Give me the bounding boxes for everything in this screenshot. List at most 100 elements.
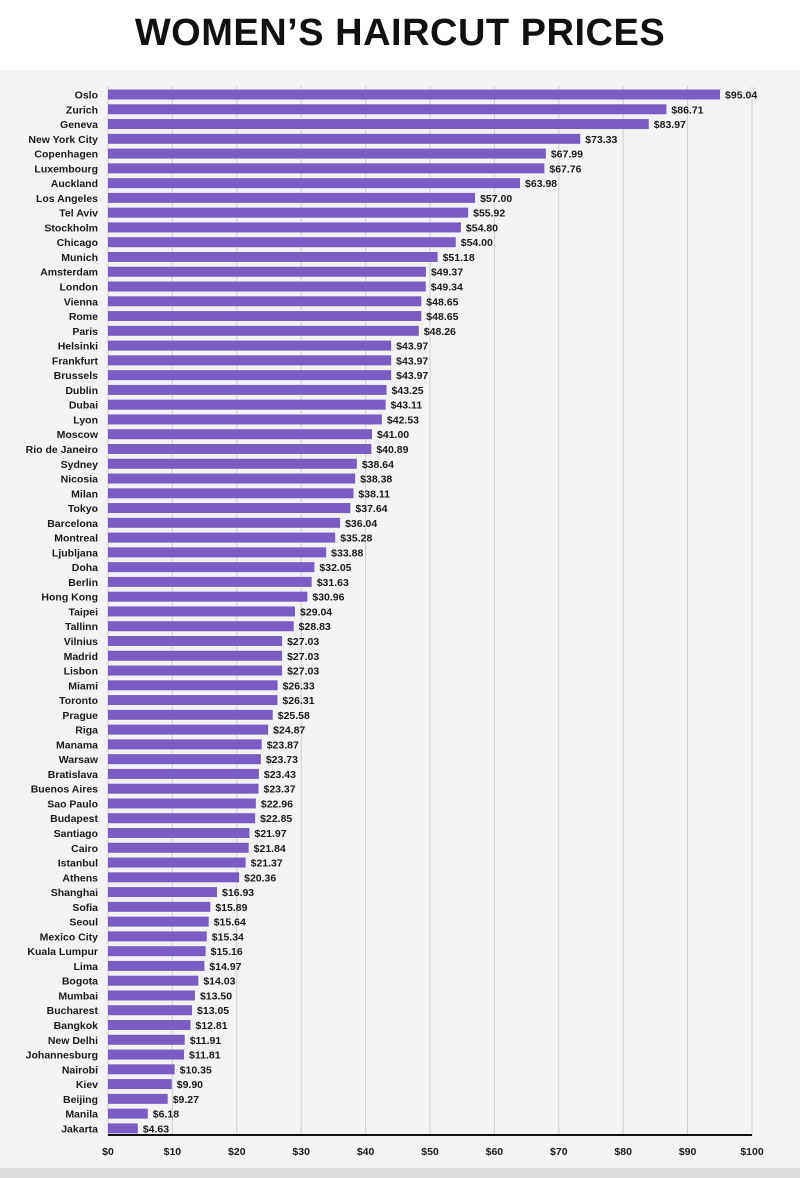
value-label: $13.05 bbox=[197, 1005, 229, 1017]
category-label: Shanghai bbox=[51, 887, 98, 899]
bar bbox=[108, 606, 296, 617]
category-label: Vilnius bbox=[64, 636, 98, 648]
bar bbox=[108, 709, 273, 720]
value-label: $40.89 bbox=[376, 444, 408, 456]
value-label: $36.04 bbox=[345, 518, 377, 530]
bar bbox=[108, 931, 207, 942]
category-label: Stockholm bbox=[44, 222, 98, 234]
bar bbox=[108, 370, 392, 381]
value-label: $83.97 bbox=[654, 119, 686, 131]
bar bbox=[108, 1020, 191, 1031]
value-label: $21.97 bbox=[254, 828, 286, 840]
value-label: $41.00 bbox=[377, 429, 409, 441]
category-label: Sofia bbox=[72, 902, 98, 914]
value-label: $21.84 bbox=[254, 843, 286, 855]
category-label: Mumbai bbox=[58, 990, 98, 1002]
bar bbox=[108, 163, 545, 174]
bar bbox=[108, 916, 209, 927]
x-tick-label: $20 bbox=[228, 1146, 246, 1158]
bar bbox=[108, 1093, 168, 1104]
x-tick-label: $90 bbox=[679, 1146, 697, 1158]
value-label: $38.11 bbox=[358, 488, 390, 500]
category-label: Luxembourg bbox=[34, 163, 98, 175]
value-label: $73.33 bbox=[585, 134, 617, 146]
bar bbox=[108, 857, 246, 868]
category-label: Copenhagen bbox=[34, 149, 98, 161]
category-label: Tokyo bbox=[68, 503, 98, 515]
bar bbox=[108, 1108, 148, 1119]
value-label: $22.85 bbox=[260, 813, 292, 825]
category-label: Frankfurt bbox=[52, 355, 99, 367]
value-label: $11.91 bbox=[190, 1035, 222, 1047]
value-label: $57.00 bbox=[480, 193, 512, 205]
category-label: Tallinn bbox=[65, 621, 98, 633]
bar bbox=[108, 473, 356, 484]
bar bbox=[108, 89, 721, 100]
bar bbox=[108, 281, 426, 292]
category-label: Lima bbox=[73, 961, 98, 973]
value-label: $16.93 bbox=[222, 887, 254, 899]
bar bbox=[108, 724, 269, 735]
category-label: Athens bbox=[62, 872, 98, 884]
bar bbox=[108, 355, 392, 366]
value-label: $43.11 bbox=[391, 400, 423, 412]
category-label: Seoul bbox=[69, 917, 98, 929]
bar bbox=[108, 842, 249, 853]
bar bbox=[108, 960, 205, 971]
bar bbox=[108, 635, 283, 646]
value-label: $35.28 bbox=[340, 533, 372, 545]
bar bbox=[108, 1079, 172, 1090]
value-label: $27.03 bbox=[287, 636, 319, 648]
category-label: Montreal bbox=[54, 533, 98, 545]
bar bbox=[108, 621, 294, 632]
bar bbox=[108, 384, 387, 395]
value-label: $4.63 bbox=[143, 1123, 169, 1135]
value-label: $15.34 bbox=[212, 931, 244, 943]
value-label: $28.83 bbox=[299, 621, 331, 633]
value-label: $15.89 bbox=[215, 902, 247, 914]
chart-title: WOMEN’S HAIRCUT PRICES bbox=[134, 12, 666, 54]
category-label: Cairo bbox=[71, 843, 98, 855]
value-label: $9.90 bbox=[177, 1079, 203, 1091]
bar bbox=[108, 1064, 175, 1075]
value-label: $48.65 bbox=[426, 296, 458, 308]
x-tick-label: $80 bbox=[614, 1146, 632, 1158]
category-label: Bangkok bbox=[54, 1020, 99, 1032]
x-tick-label: $70 bbox=[550, 1146, 568, 1158]
category-label: Rio de Janeiro bbox=[26, 444, 98, 456]
category-label: Johannesburg bbox=[26, 1050, 98, 1062]
value-label: $37.64 bbox=[355, 503, 387, 515]
bar bbox=[108, 946, 206, 957]
value-label: $67.99 bbox=[551, 149, 583, 161]
bar bbox=[108, 532, 336, 543]
bar bbox=[108, 754, 261, 765]
value-label: $11.81 bbox=[189, 1050, 221, 1062]
bar bbox=[108, 414, 382, 425]
category-label: Paris bbox=[72, 326, 98, 338]
value-label: $12.81 bbox=[195, 1020, 227, 1032]
bar bbox=[108, 222, 461, 233]
category-label: Manila bbox=[65, 1109, 98, 1121]
value-label: $23.37 bbox=[264, 784, 296, 796]
category-label: Bucharest bbox=[47, 1005, 99, 1017]
bar bbox=[108, 399, 386, 410]
category-label: Budapest bbox=[50, 813, 98, 825]
bar bbox=[108, 251, 438, 262]
value-label: $86.71 bbox=[671, 104, 703, 116]
value-label: $26.31 bbox=[282, 695, 314, 707]
value-label: $49.34 bbox=[431, 282, 463, 294]
value-label: $24.87 bbox=[273, 725, 305, 737]
category-label: Taipei bbox=[68, 606, 98, 618]
value-label: $13.50 bbox=[200, 990, 232, 1002]
category-label: Dubai bbox=[69, 400, 98, 412]
category-label: Doha bbox=[72, 562, 98, 574]
bar bbox=[108, 192, 476, 203]
value-label: $95.04 bbox=[725, 90, 757, 102]
bar bbox=[108, 650, 283, 661]
bar-chart: Oslo $95.04 Zurich $86.71 Geneva $83.97 New Yo… bbox=[26, 86, 764, 1158]
category-label: Oslo bbox=[75, 90, 98, 102]
value-label: $43.97 bbox=[396, 370, 428, 382]
category-label: Warsaw bbox=[59, 754, 99, 766]
category-label: Jakarta bbox=[61, 1123, 98, 1135]
bar bbox=[108, 207, 469, 218]
